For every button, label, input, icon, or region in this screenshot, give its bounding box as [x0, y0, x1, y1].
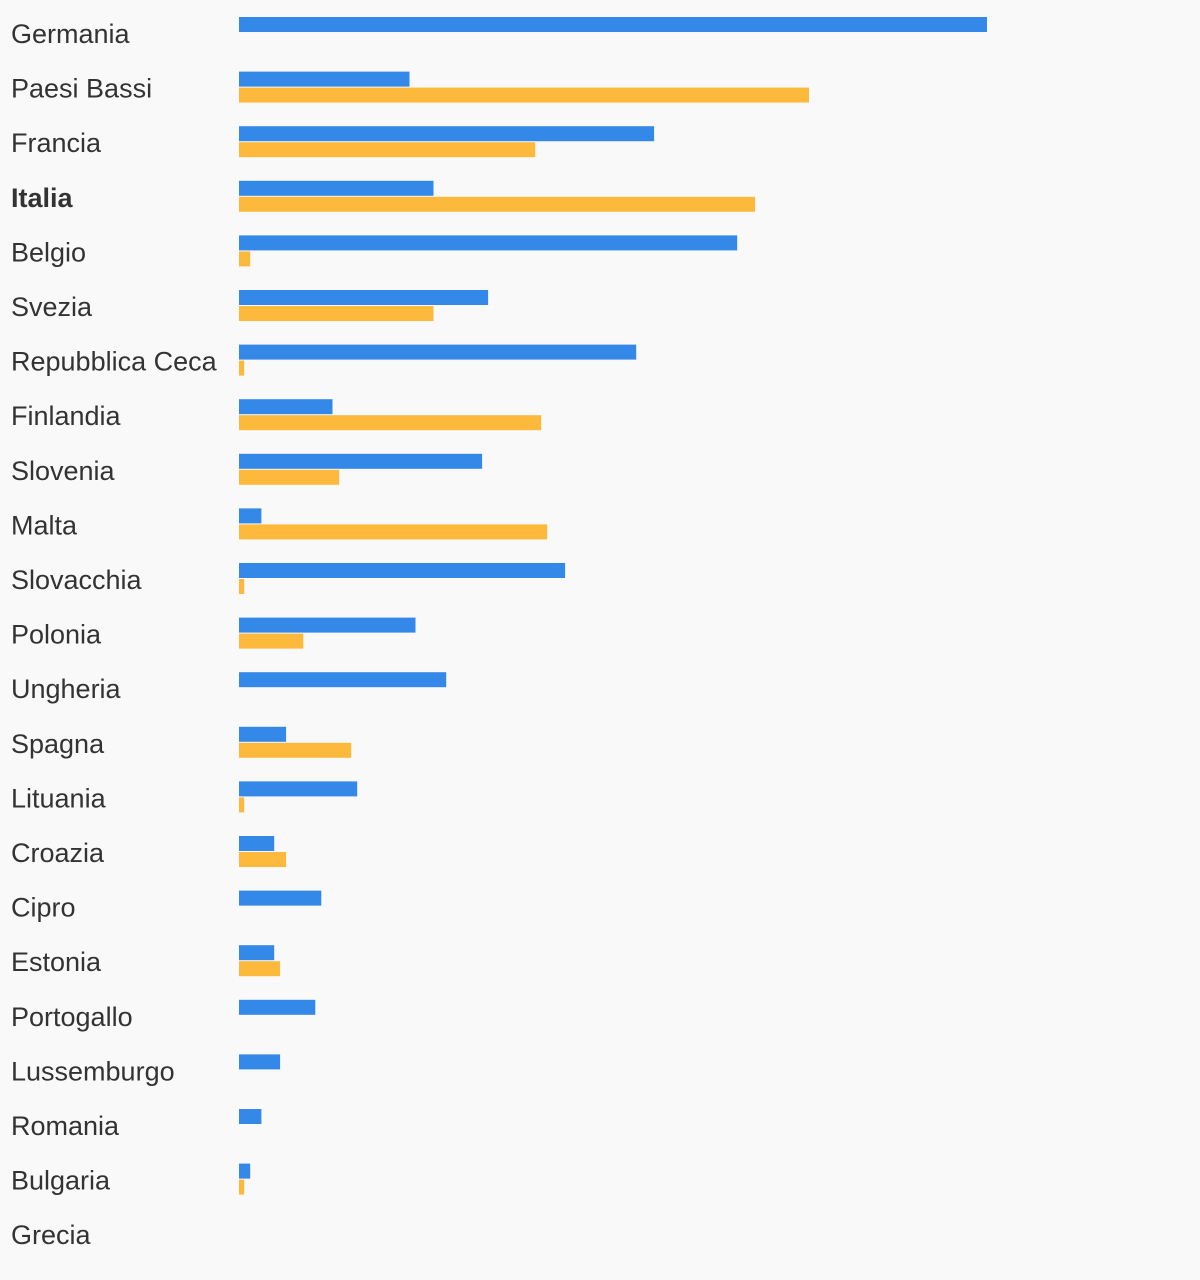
- category-label: Italia: [11, 183, 74, 213]
- bar-series-2: [239, 251, 251, 267]
- bar-series-2: [239, 306, 434, 321]
- bar-series-1: [239, 1054, 281, 1070]
- bar-series-1: [239, 453, 483, 469]
- bar-series-1: [239, 17, 987, 32]
- bar-series-2: [239, 633, 304, 649]
- category-label: Malta: [11, 510, 78, 540]
- bar-series-1: [239, 290, 489, 305]
- category-label: Ungheria: [11, 674, 122, 704]
- bar-series-1: [239, 563, 566, 578]
- bar-series-1: [239, 672, 447, 688]
- category-label: Portogallo: [11, 1002, 133, 1032]
- bar-series-2: [239, 87, 809, 103]
- category-label: Cipro: [11, 893, 76, 923]
- bar-series-1: [239, 836, 275, 851]
- category-label: Slovacchia: [11, 565, 143, 595]
- bar-series-1: [239, 71, 410, 87]
- bar-series-1: [239, 781, 358, 797]
- category-label: Lussemburgo: [11, 1056, 175, 1086]
- category-label: Belgio: [11, 237, 86, 267]
- category-label: Paesi Bassi: [11, 74, 152, 104]
- category-label: Germania: [11, 19, 131, 49]
- category-label: Spagna: [11, 729, 105, 759]
- bar-series-1: [239, 126, 655, 142]
- bar-series-1: [239, 180, 434, 196]
- category-label: Svezia: [11, 292, 93, 322]
- bar-series-1: [239, 617, 416, 633]
- category-label: Estonia: [11, 947, 102, 977]
- bar-series-2: [239, 1179, 245, 1195]
- bar-series-1: [239, 399, 333, 415]
- bar-series-1: [239, 235, 738, 251]
- category-label: Francia: [11, 128, 102, 158]
- bar-series-2: [239, 524, 548, 540]
- category-label: Romania: [11, 1111, 120, 1141]
- bar-series-2: [239, 142, 536, 158]
- category-label: Croazia: [11, 838, 105, 868]
- bar-series-2: [239, 196, 756, 212]
- bar-series-2: [239, 961, 281, 977]
- bar-series-1: [239, 945, 275, 961]
- bar-series-2: [239, 415, 542, 431]
- category-label: Slovenia: [11, 456, 116, 486]
- bar-series-2: [239, 360, 245, 376]
- bar-series-2: [239, 852, 287, 867]
- bar-series-2: [239, 469, 340, 485]
- bar-series-1: [239, 999, 316, 1015]
- bar-series-2: [239, 579, 245, 594]
- bar-series-1: [239, 1109, 262, 1124]
- category-label: Repubblica Ceca: [11, 347, 218, 377]
- category-label: Grecia: [11, 1220, 92, 1250]
- bar-series-1: [239, 1163, 251, 1179]
- category-label: Polonia: [11, 620, 102, 650]
- category-label: Finlandia: [11, 401, 122, 431]
- bar-series-1: [239, 344, 637, 360]
- bar-series-1: [239, 890, 322, 906]
- category-label: Lituania: [11, 783, 107, 813]
- bar-series-2: [239, 797, 245, 813]
- category-label: Bulgaria: [11, 1166, 111, 1196]
- bar-series-2: [239, 742, 352, 758]
- bar-series-1: [239, 508, 262, 524]
- bar-series-1: [239, 726, 287, 742]
